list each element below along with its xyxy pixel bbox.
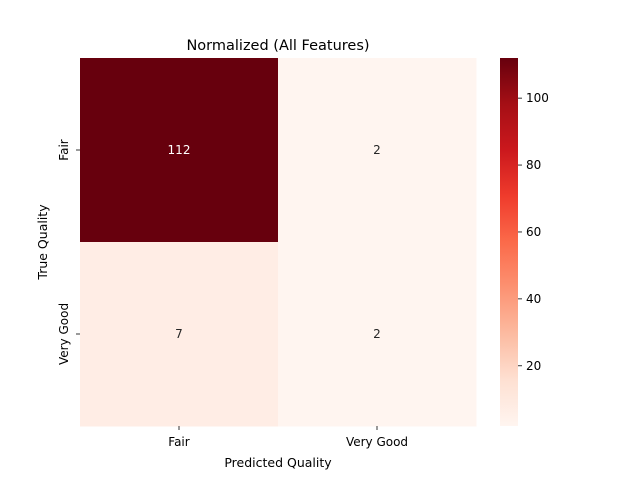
x-tick-label: Very Good xyxy=(346,435,408,449)
colorbar-tick-label: 40 xyxy=(526,292,541,306)
colorbar xyxy=(500,58,518,426)
cell-value-label: 7 xyxy=(175,327,183,341)
colorbar-tick-label: 80 xyxy=(526,158,541,172)
heatmap-cell xyxy=(278,58,477,243)
colorbar-tick-label: 100 xyxy=(526,91,549,105)
heatmap-cells xyxy=(80,58,477,427)
cell-value-label: 2 xyxy=(373,143,381,157)
y-axis-label: True Quality xyxy=(35,204,50,281)
y-tick-label: Very Good xyxy=(57,303,71,365)
chart-title: Normalized (All Features) xyxy=(186,38,369,54)
x-axis-ticks: Fair Very Good xyxy=(168,426,408,449)
heatmap-cell-labels: 112 2 7 2 xyxy=(168,143,381,341)
heatmap-cell xyxy=(80,242,279,427)
cell-value-label: 112 xyxy=(168,143,191,157)
x-axis-label: Predicted Quality xyxy=(224,455,332,470)
heatmap-cell xyxy=(80,58,279,243)
cell-value-label: 2 xyxy=(373,327,381,341)
colorbar-tick-label: 60 xyxy=(526,225,541,239)
y-tick-label: Fair xyxy=(57,139,71,160)
colorbar-ticks: 20 40 60 80 100 xyxy=(518,91,549,373)
colorbar-tick-label: 20 xyxy=(526,359,541,373)
x-tick-label: Fair xyxy=(168,435,189,449)
heatmap-cell xyxy=(278,242,477,427)
y-axis-ticks: Fair Very Good xyxy=(57,139,80,365)
